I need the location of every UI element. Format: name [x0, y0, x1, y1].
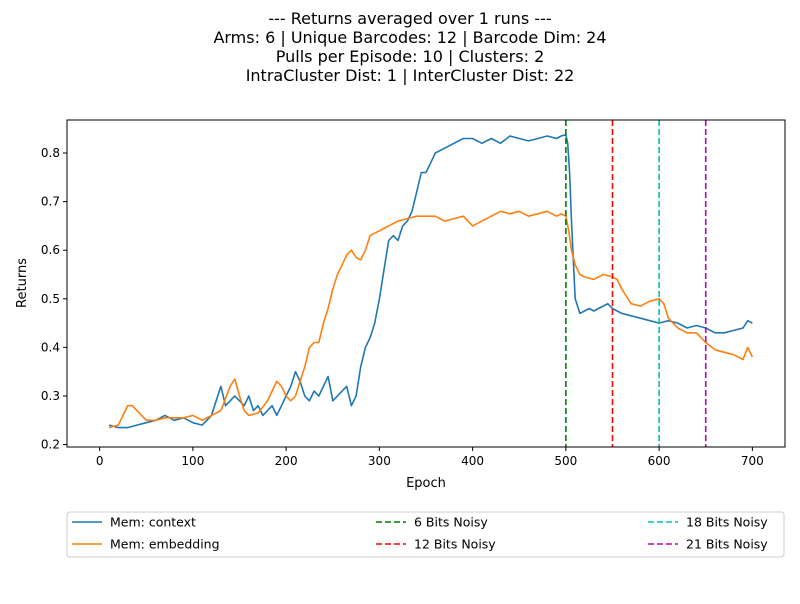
y-axis: 0.2 0.3 0.4 0.5 0.6 0.7 0.8	[41, 146, 67, 452]
plot-frame	[66, 119, 786, 448]
x-tick-label-5: 500	[554, 454, 577, 468]
title-line-3: Pulls per Episode: 10 | Clusters: 2	[276, 47, 545, 66]
chart-title: --- Returns averaged over 1 runs --- Arm…	[213, 9, 606, 85]
title-line-2: Arms: 6 | Unique Barcodes: 12 | Barcode …	[213, 28, 606, 47]
legend-label-3: 12 Bits Noisy	[414, 537, 496, 552]
title-line-4: IntraCluster Dist: 1 | InterCluster Dist…	[246, 66, 575, 85]
x-tick-label-6: 600	[648, 454, 671, 468]
series-line-1	[108, 210, 754, 429]
y-tick-label-1: 0.3	[41, 389, 60, 403]
noise-markers	[565, 120, 707, 447]
y-tick-label-3: 0.5	[41, 292, 60, 306]
y-tick-label-0: 0.2	[41, 438, 60, 452]
x-axis: 0 100 200 300 400 500 600 700	[96, 447, 764, 468]
series-line-0	[108, 133, 753, 429]
title-line-1: --- Returns averaged over 1 runs ---	[268, 9, 551, 28]
x-tick-label-0: 0	[96, 454, 104, 468]
y-tick-label-6: 0.8	[41, 146, 60, 160]
series-layer	[108, 133, 754, 429]
x-tick-label-1: 100	[181, 454, 204, 468]
x-tick-label-4: 400	[461, 454, 484, 468]
legend-label-2: 6 Bits Noisy	[414, 515, 488, 530]
x-axis-label: Epoch	[406, 476, 446, 491]
y-axis-label: Returns	[15, 258, 30, 308]
legend: Mem: context Mem: embedding 6 Bits Noisy 12…	[66, 511, 785, 558]
legend-label-0: Mem: context	[110, 515, 196, 530]
y-tick-label-5: 0.7	[41, 195, 60, 209]
y-tick-label-4: 0.6	[41, 243, 60, 257]
legend-box	[66, 511, 785, 558]
legend-label-4: 18 Bits Noisy	[686, 515, 768, 530]
y-tick-label-2: 0.4	[41, 340, 60, 354]
legend-label-5: 21 Bits Noisy	[686, 537, 768, 552]
x-tick-label-3: 300	[368, 454, 391, 468]
x-tick-label-2: 200	[275, 454, 298, 468]
x-tick-label-7: 700	[741, 454, 764, 468]
legend-label-1: Mem: embedding	[110, 537, 220, 552]
